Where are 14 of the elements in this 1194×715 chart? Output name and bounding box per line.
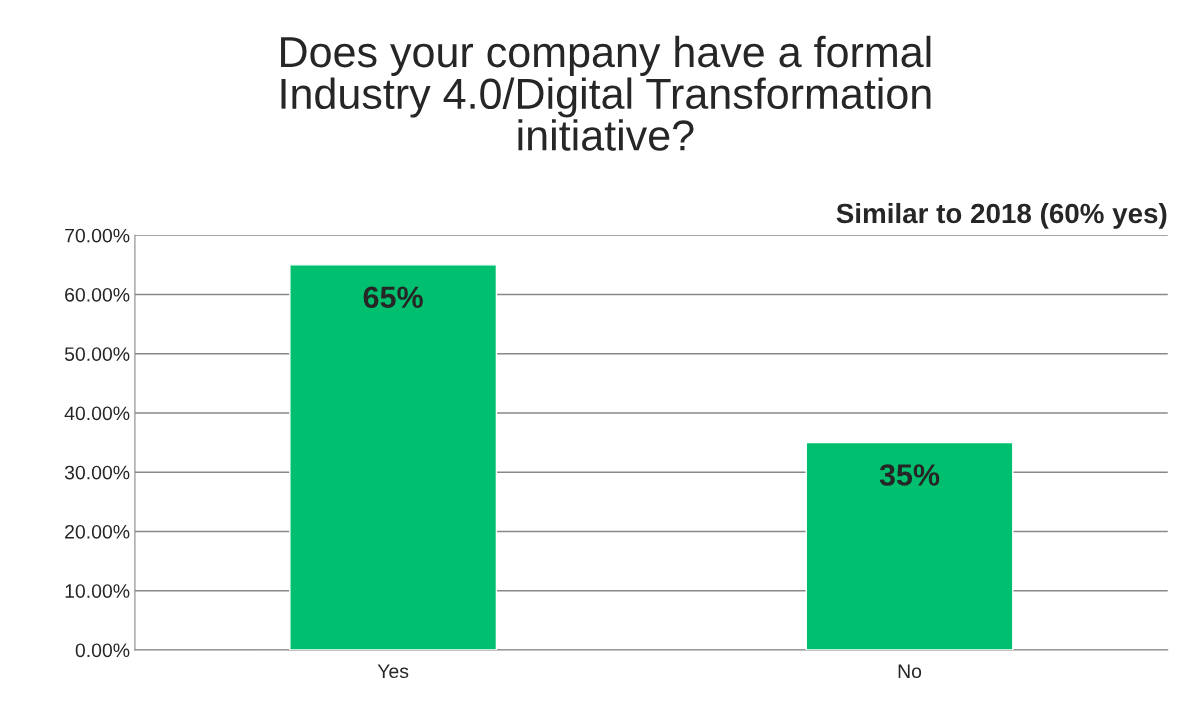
x-tick-label: No [898, 664, 922, 679]
y-tick-label: 30.00% [64, 465, 130, 480]
y-tick-label: 40.00% [64, 406, 130, 421]
chart-title: Does your company have a formal Industry 4.0/Digital Transformation initiative? [281, 35, 931, 151]
y-tick-label: 50.00% [64, 347, 130, 361]
y-tick-label: 20.00% [65, 524, 130, 539]
data-label: 35% [879, 464, 940, 486]
y-tick-label: 10.00% [65, 584, 130, 598]
y-tick-label: 70.00% [65, 228, 130, 243]
y-tick-label: 60.00% [65, 287, 130, 302]
text: Similar to 2018 (60% yes) [836, 202, 1167, 229]
x-tick-label: Yes [377, 664, 409, 679]
data-label: 65% [363, 286, 423, 309]
y-tick-label: 0.00% [75, 643, 130, 658]
